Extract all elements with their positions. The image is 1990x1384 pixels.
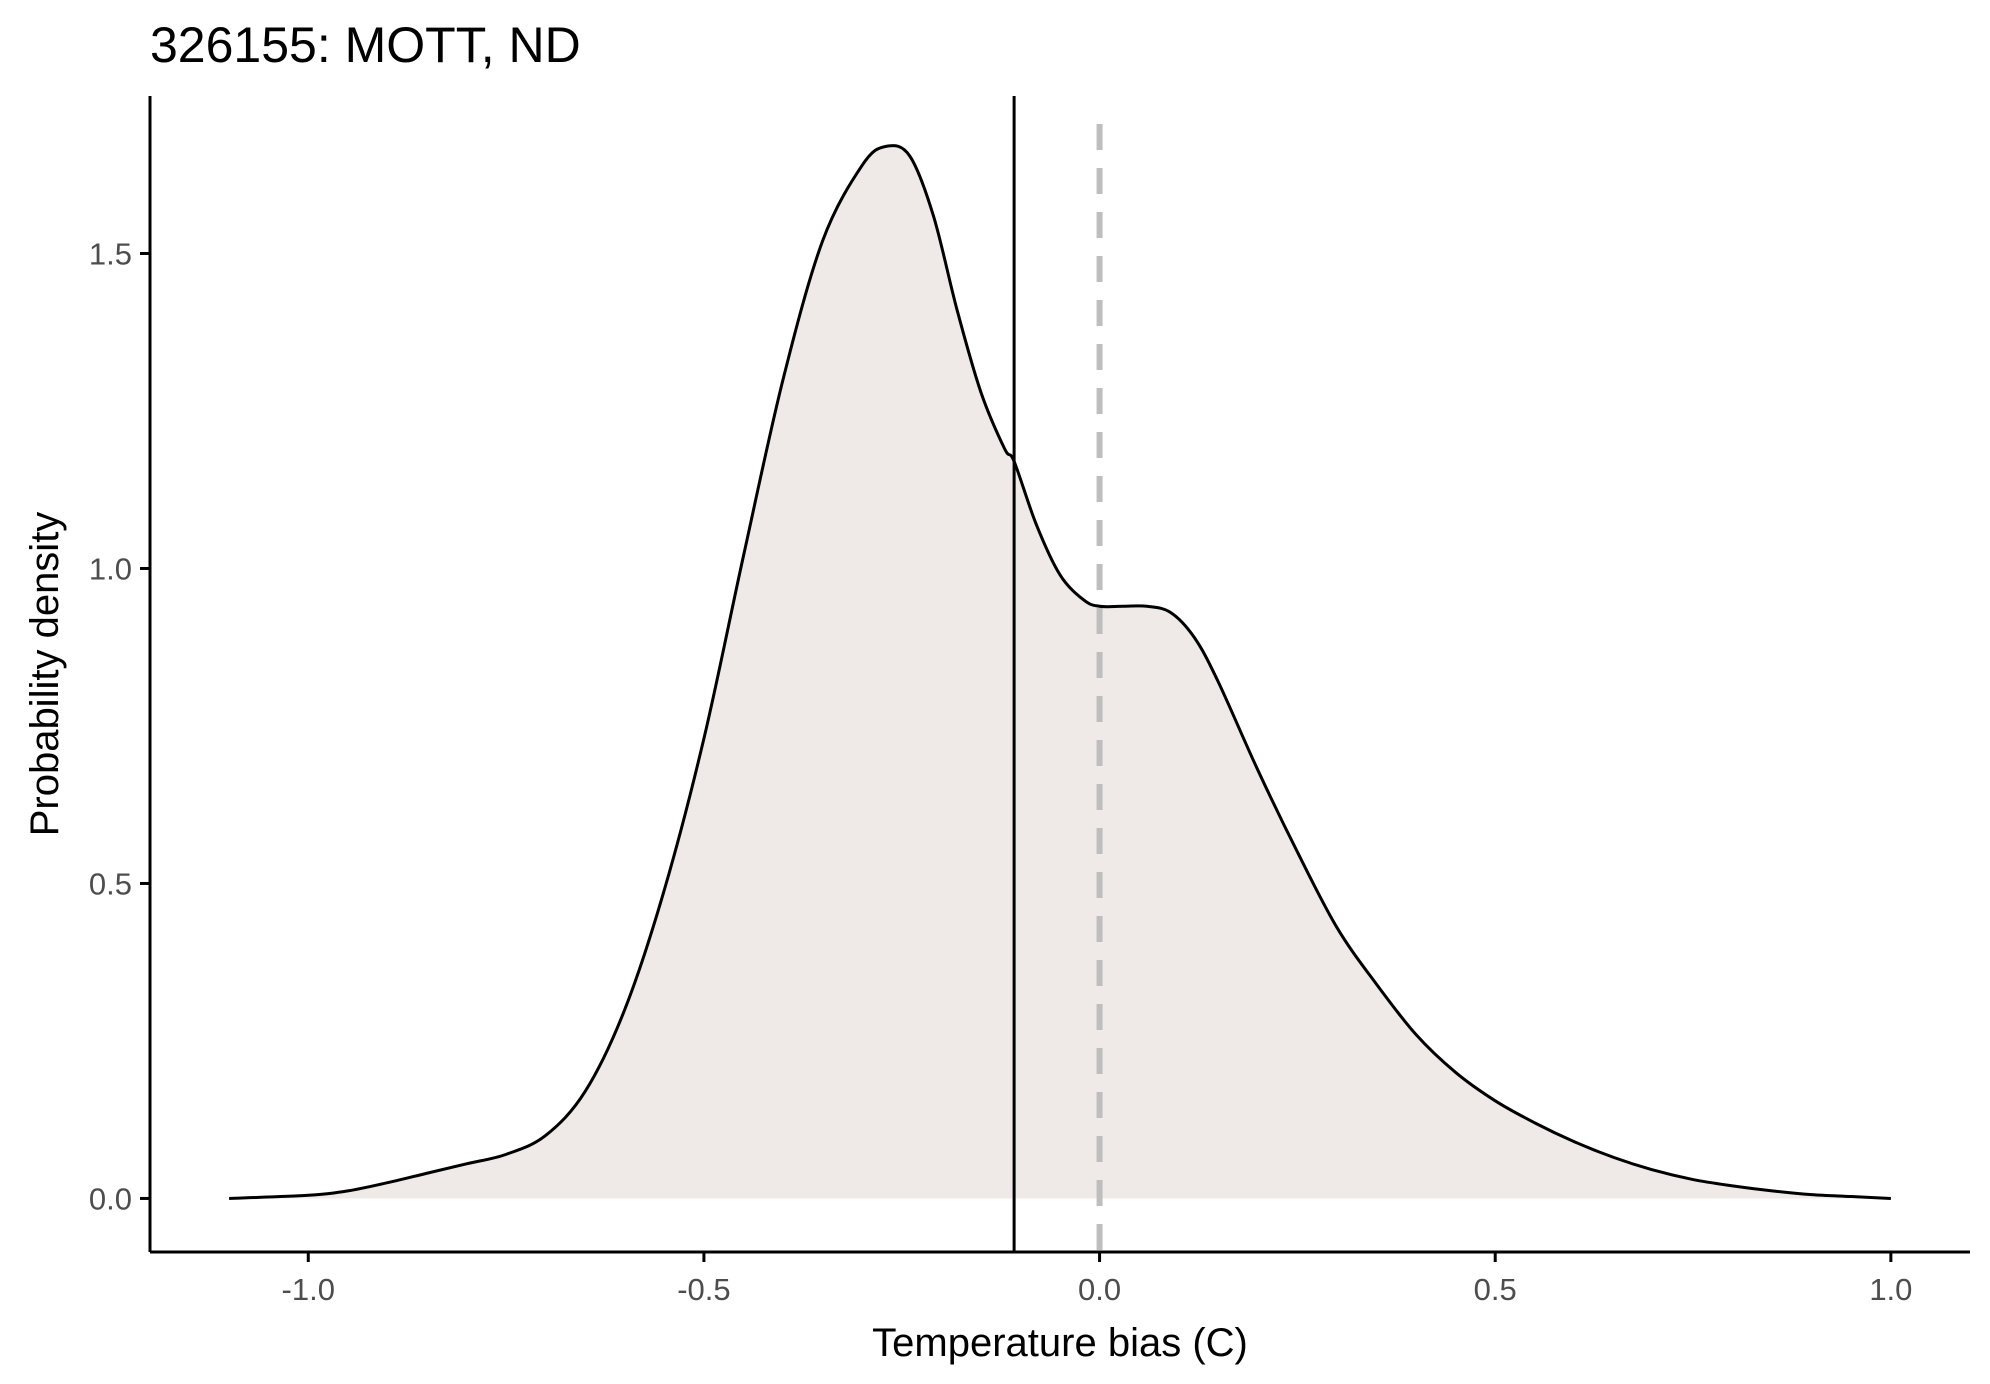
x-axis-label: Temperature bias (C) — [872, 1321, 1248, 1365]
density-area — [229, 145, 1891, 1199]
y-axis-label: Probability density — [23, 512, 67, 837]
y-tick-label: 0.5 — [89, 866, 132, 901]
x-tick-label: -0.5 — [677, 1272, 730, 1307]
plot-area — [229, 96, 1891, 1252]
density-curve — [229, 144, 1891, 1200]
y-axis-ticks: 0.0 0.5 1.0 1.5 — [89, 236, 150, 1216]
x-tick-label: -1.0 — [282, 1272, 335, 1307]
x-tick-label: 1.0 — [1869, 1272, 1912, 1307]
chart-title: 326155: MOTT, ND — [150, 17, 581, 73]
x-axis-ticks: -1.0 -0.5 0.0 0.5 1.0 — [282, 1252, 1912, 1307]
y-tick-label: 1.0 — [89, 551, 132, 586]
x-tick-label: 0.5 — [1474, 1272, 1517, 1307]
y-tick-label: 1.5 — [89, 236, 132, 271]
x-tick-label: 0.0 — [1078, 1272, 1121, 1307]
y-tick-label: 0.0 — [89, 1181, 132, 1216]
